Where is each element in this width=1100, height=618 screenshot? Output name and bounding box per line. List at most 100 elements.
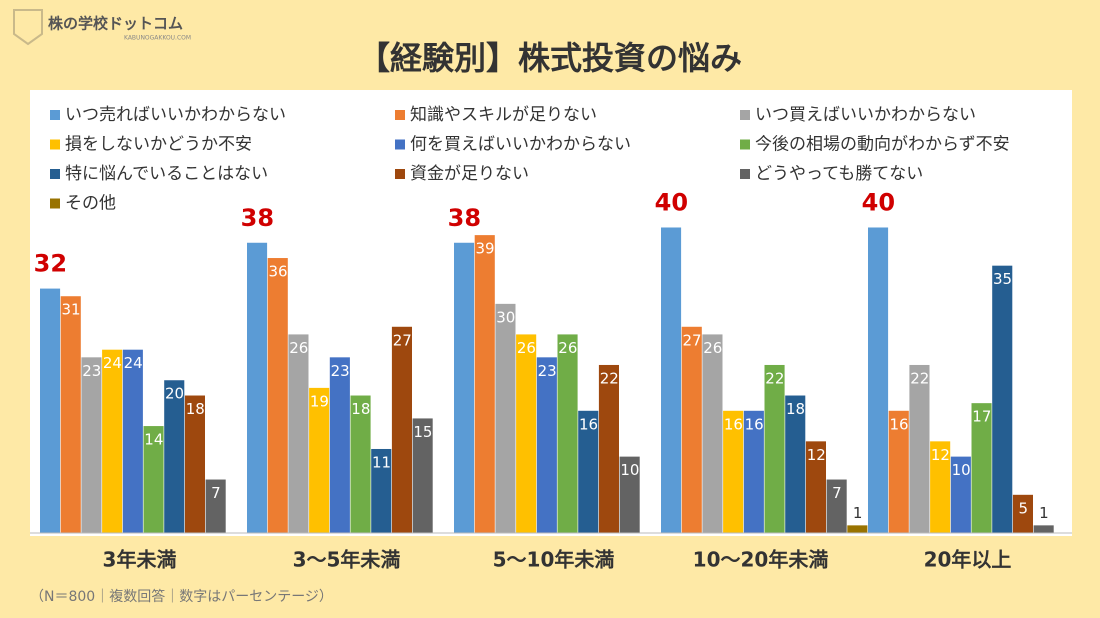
logo-icon xyxy=(13,9,43,46)
logo: 株の学校ドットコム xyxy=(48,15,183,33)
legend-label: 特に悩んでいることはない xyxy=(65,164,268,184)
x-tick-label: 10～20年未満 xyxy=(693,548,829,572)
legend-label: 資金が足りない xyxy=(410,164,529,184)
value-label: 31 xyxy=(62,301,81,319)
x-tick-label: 3年未満 xyxy=(103,548,177,572)
value-label: 24 xyxy=(124,354,143,372)
value-label: 38 xyxy=(448,204,481,232)
value-label: 35 xyxy=(993,270,1012,288)
bar xyxy=(350,395,371,533)
bar xyxy=(391,326,412,533)
legend-label: いつ買えばいいかわからない xyxy=(755,105,976,125)
value-label: 23 xyxy=(82,362,101,380)
bar xyxy=(412,418,433,533)
value-label: 26 xyxy=(703,339,722,357)
bar xyxy=(102,349,123,533)
bar xyxy=(205,479,226,533)
legend-swatch xyxy=(50,110,60,120)
bar xyxy=(805,441,826,533)
bar xyxy=(681,326,702,533)
value-label: 7 xyxy=(211,484,221,502)
value-label: 1 xyxy=(1039,504,1049,522)
bar xyxy=(992,265,1013,533)
bar xyxy=(785,395,806,533)
value-label: 16 xyxy=(579,415,598,433)
bar xyxy=(847,525,868,533)
bar xyxy=(247,242,268,534)
value-label: 26 xyxy=(558,339,577,357)
bar xyxy=(930,441,951,533)
legend-swatch xyxy=(50,139,60,150)
legend-label: 今後の相場の動向がわからず不安 xyxy=(755,135,1010,155)
bar xyxy=(598,364,619,533)
value-label: 22 xyxy=(910,369,929,387)
value-label: 16 xyxy=(724,415,743,433)
value-label: 18 xyxy=(186,400,205,418)
bar xyxy=(40,288,61,533)
bar xyxy=(371,448,392,533)
bar xyxy=(516,334,537,533)
value-label: 15 xyxy=(413,423,432,441)
value-label: 22 xyxy=(600,369,619,387)
bar xyxy=(495,303,516,533)
legend-swatch xyxy=(395,169,405,179)
value-label: 39 xyxy=(476,240,495,258)
value-label: 7 xyxy=(832,484,842,502)
legend-label: 損をしないかどうか不安 xyxy=(65,135,252,155)
bar xyxy=(723,410,744,533)
bar xyxy=(60,296,81,533)
legend-label: どうやっても勝てない xyxy=(755,164,923,184)
bar xyxy=(619,456,640,533)
bar xyxy=(950,456,971,533)
bar xyxy=(329,357,350,533)
value-label: 36 xyxy=(269,263,288,281)
value-label: 26 xyxy=(289,339,308,357)
bar xyxy=(909,364,930,533)
value-label: 12 xyxy=(807,446,826,464)
value-label: 18 xyxy=(786,400,805,418)
value-label: 38 xyxy=(241,204,274,232)
bar xyxy=(764,364,785,533)
value-label: 20 xyxy=(165,385,184,403)
legend-label: いつ売ればいいかわからない xyxy=(65,105,286,125)
x-tick-label: 20年以上 xyxy=(924,548,1012,572)
value-label: 16 xyxy=(745,415,764,433)
bar xyxy=(1033,525,1054,533)
x-tick-label: 5～10年未満 xyxy=(493,548,615,572)
bar xyxy=(743,410,764,533)
legend-swatch xyxy=(740,169,750,179)
chart-title: 【経験別】株式投資の悩み xyxy=(358,39,742,77)
bar xyxy=(578,410,599,533)
bar xyxy=(164,380,185,533)
value-label: 5 xyxy=(1018,499,1028,517)
value-label: 27 xyxy=(393,331,412,349)
bar xyxy=(826,479,847,533)
bar xyxy=(288,334,309,533)
legend-label: 知識やスキルが足りない xyxy=(410,105,597,125)
bar xyxy=(81,357,102,533)
value-label: 16 xyxy=(890,415,909,433)
bar xyxy=(536,357,557,533)
bar xyxy=(309,387,330,533)
value-label: 22 xyxy=(765,369,784,387)
bar xyxy=(454,242,475,534)
value-label: 32 xyxy=(34,250,67,278)
note: （N＝800｜複数回答｜数字はパーセンテージ） xyxy=(30,588,333,605)
bar xyxy=(474,235,495,533)
value-label: 26 xyxy=(517,339,536,357)
value-label: 27 xyxy=(683,331,702,349)
value-label: 14 xyxy=(144,431,163,449)
legend-swatch xyxy=(50,169,60,179)
value-label: 11 xyxy=(372,453,391,471)
value-label: 17 xyxy=(972,408,991,426)
x-tick-label: 3～5年未満 xyxy=(293,548,401,572)
bar xyxy=(971,403,992,533)
value-label: 10 xyxy=(952,461,971,479)
bar xyxy=(184,395,205,533)
legend-swatch xyxy=(395,110,405,120)
bar xyxy=(557,334,578,533)
value-label: 23 xyxy=(331,362,350,380)
logo-sub: KABUNOGAKKOU.COM xyxy=(124,35,191,42)
